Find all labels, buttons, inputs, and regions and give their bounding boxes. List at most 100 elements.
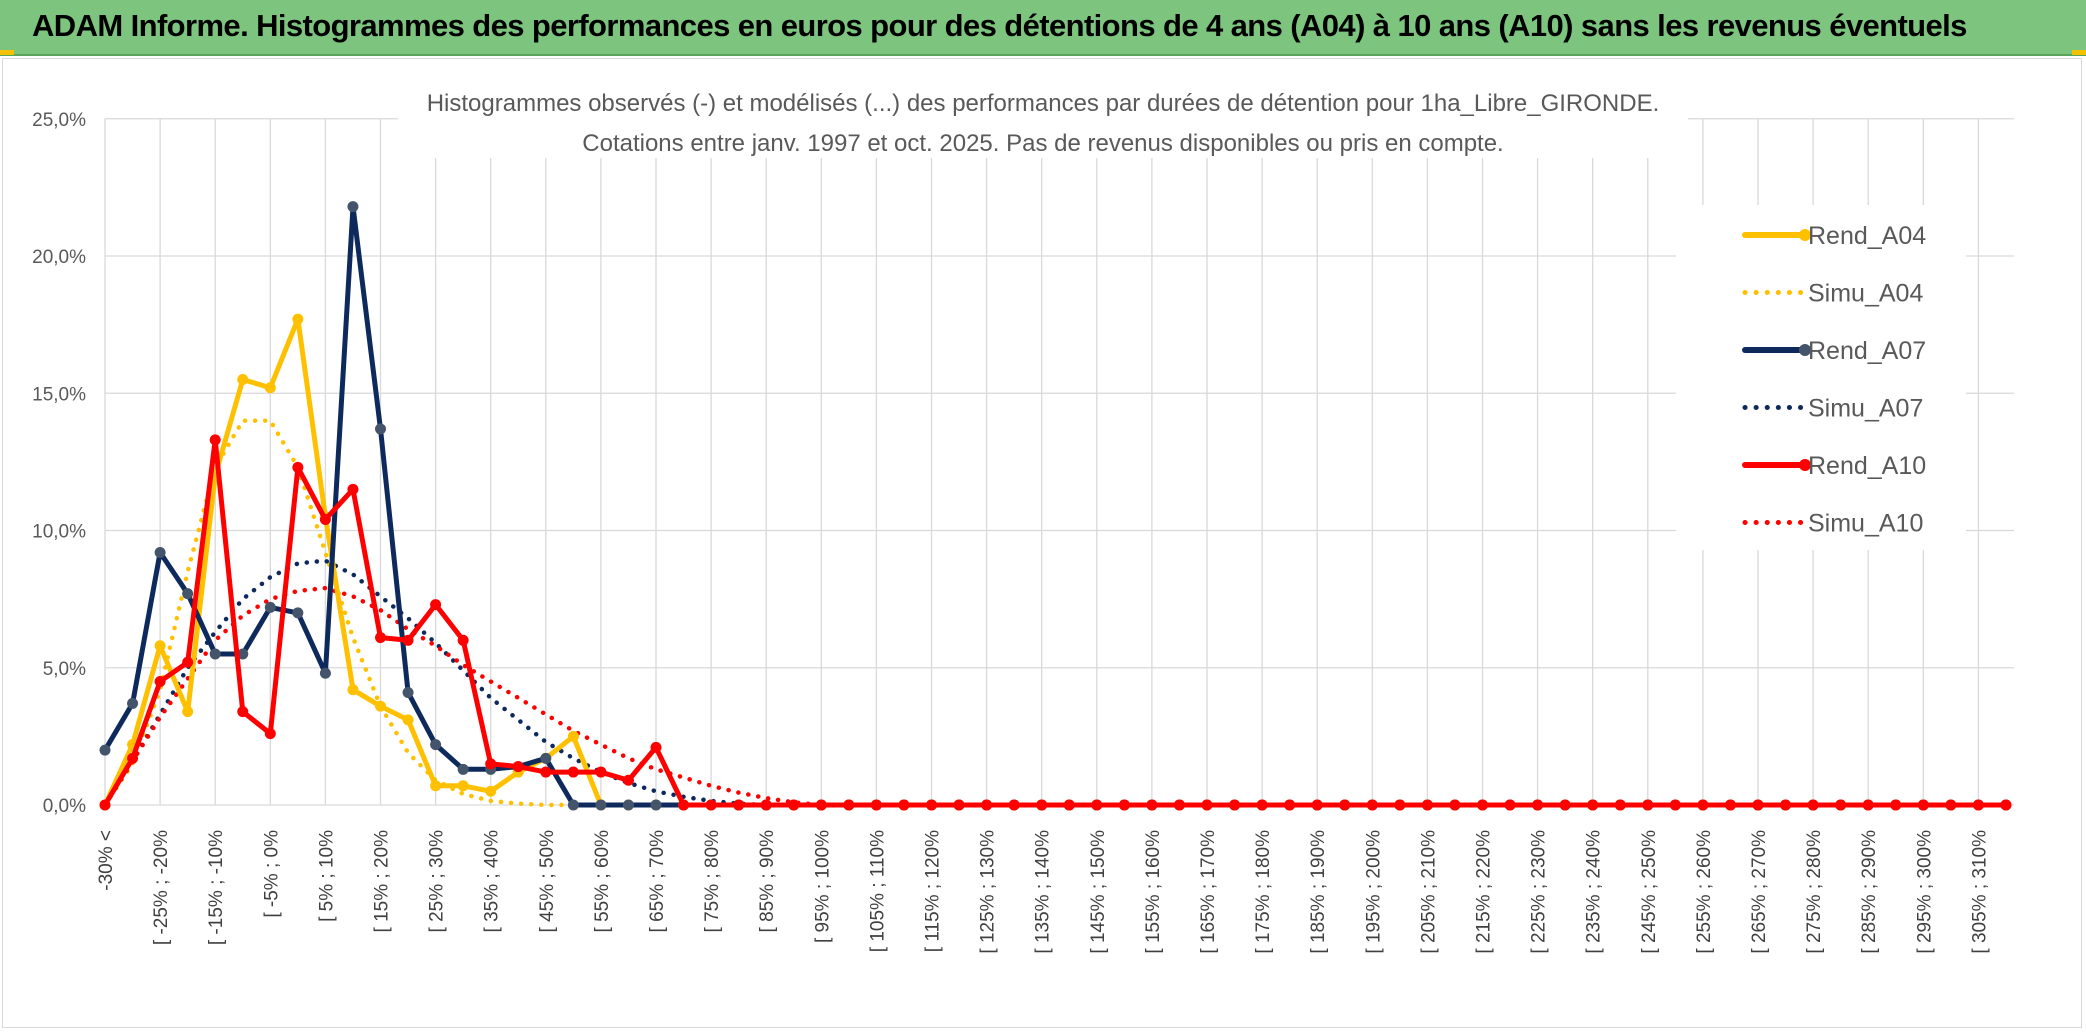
data-point <box>622 799 634 811</box>
data-point <box>99 744 111 756</box>
data-point <box>1669 799 1681 811</box>
data-point <box>567 730 579 742</box>
data-point <box>1642 799 1654 811</box>
legend-item-Simu_A10: Simu_A10 <box>1742 510 1923 538</box>
data-point <box>1917 799 1929 811</box>
x-tick-label: [ -25% ; -20% <box>151 830 172 945</box>
data-point <box>540 766 552 778</box>
legend: Rend_A04 Simu_A04 Rend_A07 Simu_A07 Rend_A10… <box>1676 205 1966 550</box>
data-point <box>292 461 304 473</box>
data-point <box>595 766 607 778</box>
x-tick-label: [ -15% ; -10% <box>206 830 227 945</box>
legend-label: Simu_A10 <box>1808 510 1923 538</box>
data-point <box>1394 799 1406 811</box>
data-point <box>127 752 139 764</box>
data-point <box>1036 799 1048 811</box>
x-tick-label: [ 65% ; 70% <box>647 830 668 933</box>
data-point <box>209 648 221 660</box>
data-point <box>1972 799 1984 811</box>
x-tick-label: [ 235% ; 240% <box>1584 830 1605 954</box>
y-tick-label: 20,0% <box>32 247 86 268</box>
data-point <box>512 761 524 773</box>
data-point <box>264 728 276 740</box>
data-point <box>209 434 221 446</box>
data-point <box>237 374 249 386</box>
x-tick-label: [ 225% ; 230% <box>1529 830 1550 954</box>
data-point <box>1724 799 1736 811</box>
data-point <box>237 648 249 660</box>
x-tick-label: [ -5% ; 0% <box>261 830 282 918</box>
series-layer <box>99 201 2012 811</box>
x-tick-label: [ 15% ; 20% <box>372 830 393 933</box>
data-point <box>622 774 634 786</box>
data-point <box>733 799 745 811</box>
x-tick-label: [ 95% ; 100% <box>812 830 833 943</box>
data-point <box>1118 799 1130 811</box>
x-tick-label: [ 285% ; 290% <box>1859 830 1880 954</box>
data-point <box>1477 799 1488 811</box>
data-point <box>567 766 579 778</box>
series-line-Simu_A07 <box>102 558 2009 808</box>
data-point <box>1587 799 1599 811</box>
x-tick-label: [ 85% ; 90% <box>757 830 778 933</box>
series-Rend_A10 <box>99 434 2012 811</box>
data-point <box>375 700 386 712</box>
data-point <box>1752 799 1764 811</box>
x-tick-label: [ 75% ; 80% <box>702 830 723 933</box>
data-point <box>1146 799 1158 811</box>
y-tick-label: 15,0% <box>32 384 86 405</box>
data-point <box>182 656 194 668</box>
data-point <box>678 799 690 811</box>
legend-item-Rend_A04: Rend_A04 <box>1742 222 1926 250</box>
legend-item-Simu_A07: Simu_A07 <box>1742 395 1923 423</box>
legend-label: Simu_A07 <box>1808 395 1923 423</box>
data-point <box>1945 799 1957 811</box>
legend-label: Simu_A04 <box>1808 280 1923 308</box>
data-point <box>264 382 276 394</box>
series-Simu_A07 <box>102 558 2009 808</box>
series-line-Simu_A10 <box>102 585 2009 808</box>
data-point <box>154 675 166 687</box>
legend-label: Rend_A07 <box>1808 337 1926 365</box>
data-point <box>1339 799 1351 811</box>
data-point <box>760 799 772 811</box>
x-axis: -30% < [ -25% ; -20% [ -15% ; -10% [ -5% ; … <box>96 830 1990 954</box>
y-tick-label: 25,0% <box>32 110 86 131</box>
data-point <box>347 201 359 213</box>
data-point <box>154 640 166 652</box>
data-point <box>485 758 497 770</box>
data-point <box>264 601 276 613</box>
data-point <box>567 799 579 811</box>
data-point <box>457 763 469 775</box>
legend-background <box>1676 205 1966 550</box>
x-tick-label: [ 295% ; 300% <box>1914 830 1935 954</box>
x-tick-label: -30% < <box>96 830 117 891</box>
x-tick-label: [ 275% ; 280% <box>1804 830 1825 954</box>
data-point <box>705 799 717 811</box>
corner-accent-left <box>0 50 14 55</box>
data-point <box>292 607 304 619</box>
data-point <box>1697 799 1709 811</box>
data-point <box>402 714 414 726</box>
data-point <box>430 780 442 792</box>
series-line-Rend_A10 <box>102 437 2009 808</box>
data-point <box>430 739 442 751</box>
x-tick-label: [ 125% ; 130% <box>978 830 999 954</box>
data-point <box>898 799 910 811</box>
y-axis: 0,0% 5,0% 10,0% 15,0% 20,0% 25,0% <box>32 110 86 817</box>
x-tick-label: [ 45% ; 50% <box>537 830 558 933</box>
data-point <box>430 599 442 611</box>
title-background <box>398 84 1688 158</box>
y-tick-label: 0,0% <box>43 796 86 817</box>
x-tick-label: [ 105% ; 110% <box>867 830 888 952</box>
x-tick-label: [ 245% ; 250% <box>1639 830 1660 954</box>
data-point <box>1807 799 1819 811</box>
data-point <box>1835 799 1847 811</box>
data-point <box>1780 799 1792 811</box>
data-point <box>319 667 331 679</box>
data-point <box>650 741 662 753</box>
data-point <box>347 684 359 696</box>
data-point <box>402 634 414 646</box>
legend-item-Rend_A10: Rend_A10 <box>1742 452 1926 480</box>
legend-label: Rend_A04 <box>1808 222 1926 250</box>
